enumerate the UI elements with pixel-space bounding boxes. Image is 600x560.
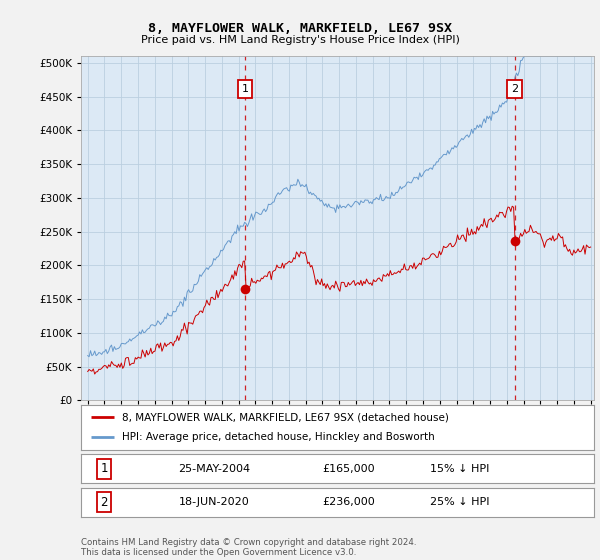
Text: 8, MAYFLOWER WALK, MARKFIELD, LE67 9SX: 8, MAYFLOWER WALK, MARKFIELD, LE67 9SX [148, 22, 452, 35]
Text: Price paid vs. HM Land Registry's House Price Index (HPI): Price paid vs. HM Land Registry's House … [140, 35, 460, 45]
Text: £236,000: £236,000 [322, 497, 375, 507]
Text: 1: 1 [100, 462, 108, 475]
Text: 8, MAYFLOWER WALK, MARKFIELD, LE67 9SX (detached house): 8, MAYFLOWER WALK, MARKFIELD, LE67 9SX (… [122, 412, 449, 422]
Text: HPI: Average price, detached house, Hinckley and Bosworth: HPI: Average price, detached house, Hinc… [122, 432, 435, 442]
Text: 1: 1 [241, 83, 248, 94]
Text: 18-JUN-2020: 18-JUN-2020 [178, 497, 249, 507]
Text: 2: 2 [100, 496, 108, 509]
Text: 25-MAY-2004: 25-MAY-2004 [178, 464, 251, 474]
Text: 2: 2 [511, 83, 518, 94]
Text: 25% ↓ HPI: 25% ↓ HPI [430, 497, 490, 507]
Text: 15% ↓ HPI: 15% ↓ HPI [430, 464, 489, 474]
Text: £165,000: £165,000 [322, 464, 375, 474]
Text: Contains HM Land Registry data © Crown copyright and database right 2024.
This d: Contains HM Land Registry data © Crown c… [81, 538, 416, 557]
